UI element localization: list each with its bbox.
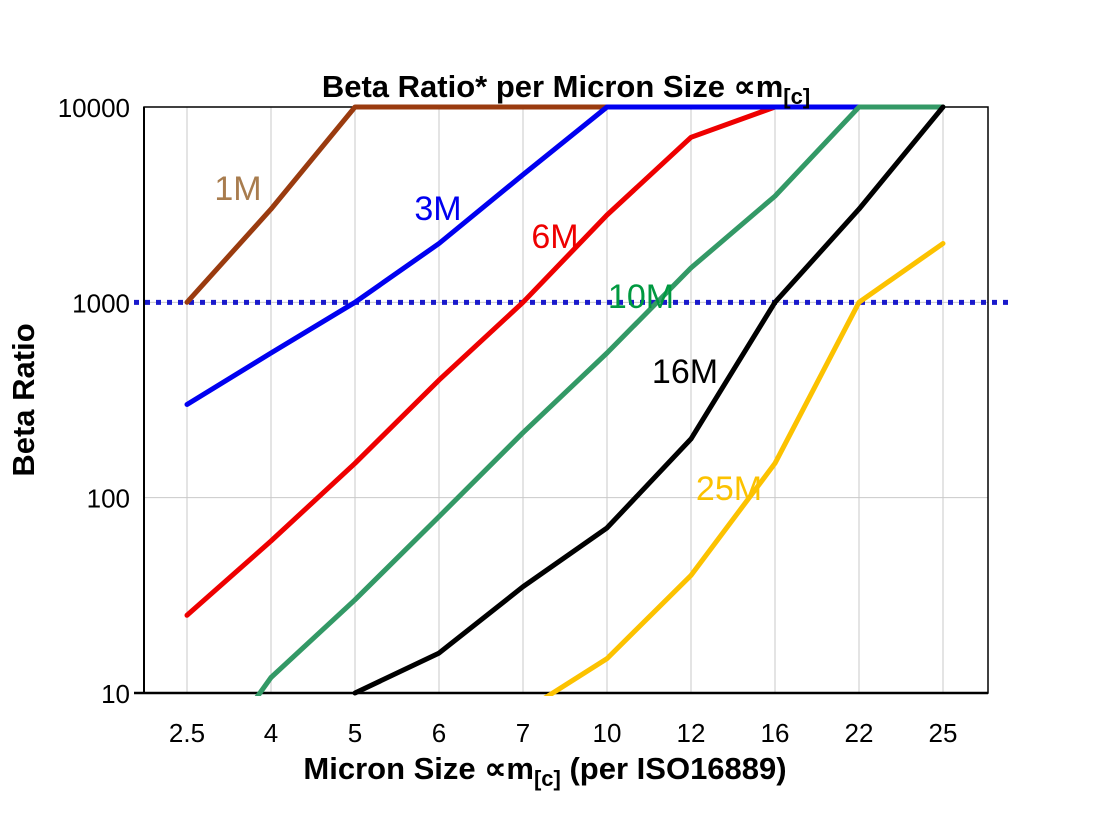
x-tick-label-2.5: 2.5 bbox=[169, 718, 205, 748]
x-axis-tick-labels: 2.5 4 5 6 7 10 12 16 22 25 bbox=[169, 718, 958, 748]
x-tick-label-12: 12 bbox=[677, 718, 706, 748]
y-axis-tick-labels: 10 100 1000 10000 bbox=[58, 93, 130, 709]
x-axis-title: Micron Size ∝m[c] (per ISO16889) bbox=[303, 751, 786, 791]
series-line-6M bbox=[184, 104, 778, 618]
series-line-1M bbox=[184, 104, 610, 305]
gridlines bbox=[144, 107, 988, 693]
series-label-10M: 10M bbox=[608, 278, 674, 316]
chart-title: Beta Ratio* per Micron Size ∝m[c] bbox=[322, 69, 810, 109]
series-line-3M bbox=[184, 104, 862, 407]
series-line-16M bbox=[352, 104, 946, 696]
series-label-25M: 25M bbox=[696, 470, 762, 508]
series-label-3M: 3M bbox=[414, 190, 461, 228]
series-lines bbox=[184, 104, 946, 696]
x-tick-label-16: 16 bbox=[761, 718, 790, 748]
series-label-16M: 16M bbox=[652, 353, 718, 391]
x-tick-label-22: 22 bbox=[845, 718, 874, 748]
series-labels: 1M 3M 6M 10M 16M 25M bbox=[214, 170, 762, 508]
x-tick-label-5: 5 bbox=[348, 718, 362, 748]
x-tick-label-4: 4 bbox=[264, 718, 278, 748]
x-tick-label-7: 7 bbox=[516, 718, 530, 748]
x-tick-label-6: 6 bbox=[432, 718, 446, 748]
series-label-6M: 6M bbox=[531, 218, 578, 256]
y-axis-title: Beta Ratio bbox=[6, 323, 41, 476]
series-line-10M bbox=[254, 104, 946, 696]
series-label-1M: 1M bbox=[214, 170, 261, 208]
x-tick-label-25: 25 bbox=[929, 718, 958, 748]
y-tick-label-1000: 1000 bbox=[72, 288, 130, 318]
series-line-25M bbox=[543, 241, 946, 696]
y-tick-label-100: 100 bbox=[87, 484, 130, 514]
x-tick-label-10: 10 bbox=[593, 718, 622, 748]
y-tick-label-10000: 10000 bbox=[58, 93, 130, 123]
y-tick-label-10: 10 bbox=[101, 679, 130, 709]
